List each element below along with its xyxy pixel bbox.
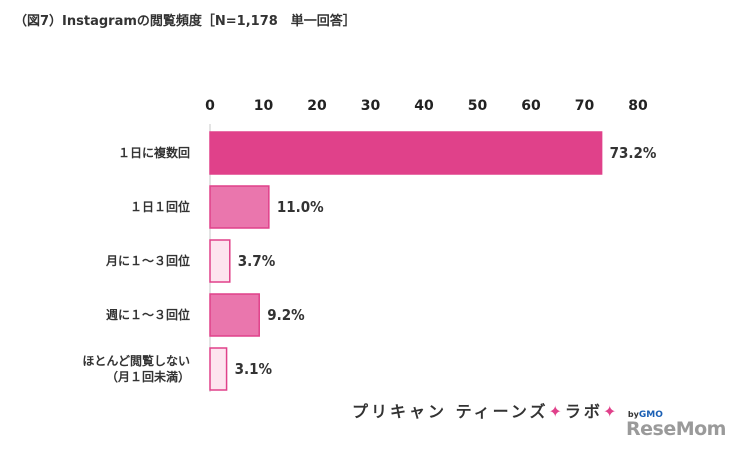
brand-star-2: ✦ [602, 402, 620, 421]
bar [209, 131, 603, 175]
x-axis-ticks: 0 10 20 30 40 50 60 70 80 [205, 98, 648, 114]
bar [209, 293, 260, 337]
data-label: 3.1% [235, 360, 273, 378]
x-tick-label: 70 [575, 98, 595, 114]
x-tick-label: 30 [361, 98, 381, 114]
x-tick-label: 60 [521, 98, 541, 114]
bar [209, 239, 231, 283]
x-tick-label: 10 [254, 98, 274, 114]
bar [209, 185, 270, 229]
brand-part3: ラボ [564, 402, 603, 421]
x-tick-label: 0 [205, 98, 215, 114]
x-tick-label: 80 [628, 98, 648, 114]
value-labels: 73.2% 11.0% 3.7% 9.2% 3.1% [235, 144, 657, 378]
category-label: （月１回未満） [106, 369, 190, 384]
chart-title: （図7）Instagramの閲覧頻度［N=1,178 単一回答］ [14, 14, 356, 29]
category-label: １日１回位 [130, 199, 190, 214]
gmo-logo: GMO [638, 410, 663, 420]
brand-by: by [627, 410, 639, 419]
brand-part1: プリキャン [352, 402, 448, 421]
brand-star: ✦ [548, 402, 565, 421]
category-label: ほとんど閲覧しない [82, 353, 190, 368]
brand-logo: プリキャン ティーンズ✦ラボ✦ byGMO [352, 398, 663, 422]
category-label: 月に１～３回位 [105, 253, 190, 268]
data-label: 73.2% [610, 144, 657, 162]
bars [209, 131, 603, 391]
bar [209, 347, 228, 391]
x-tick-label: 40 [414, 98, 434, 114]
category-labels: １日に複数回 １日１回位月に１～３回位週に１～３回位ほとんど閲覧しない（月１回未満… [82, 145, 190, 384]
resemom-watermark: ReseMom [626, 418, 726, 440]
x-tick-label: 50 [468, 98, 488, 114]
data-label: 3.7% [238, 252, 276, 270]
brand-part2: ティーンズ [455, 402, 549, 421]
category-label: 週に１～３回位 [106, 307, 190, 322]
data-label: 9.2% [267, 306, 305, 324]
x-tick-label: 20 [307, 98, 327, 114]
category-label: １日に複数回 [118, 145, 190, 160]
data-label: 11.0% [277, 198, 324, 216]
